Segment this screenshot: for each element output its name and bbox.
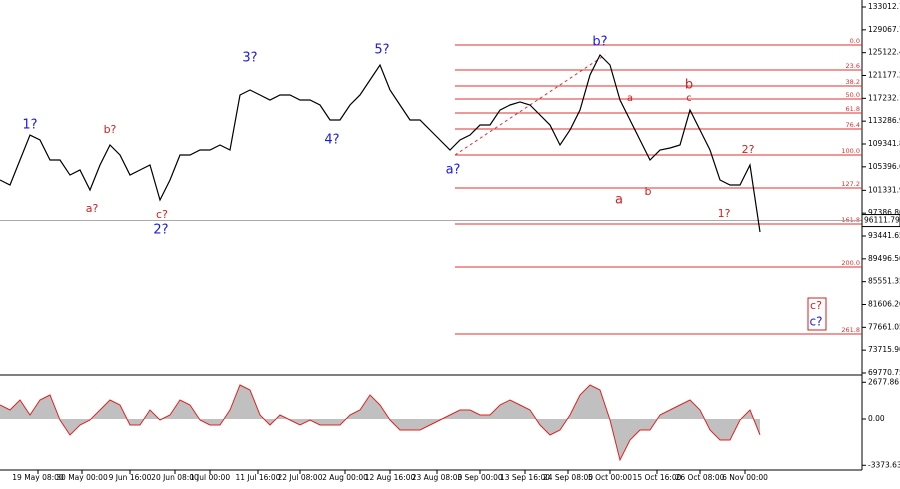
wave-label: c? [810,315,823,329]
y-tick-label: 121177.25 [868,70,900,79]
y2-tick-label: 0.00 [868,414,885,423]
wave-label: b? [592,35,607,50]
y-tick-label: 117232.10 [868,93,900,102]
wave-label: a? [86,202,99,215]
wave-label: 1? [22,118,37,133]
y-tick-label: 81606.20 [868,300,900,309]
x-tick-label: 22 Jul 08:00 [278,473,323,482]
x-tick-label: 9 Jun 16:00 [109,473,152,482]
wave-label: b? [104,123,117,136]
y2-tick-label: -3373.63 [868,460,900,469]
y-tick-label: 85551.35 [868,277,900,286]
y-tick-label: 73715.90 [868,345,900,354]
y-tick-label: 129067.75 [868,25,900,34]
x-tick-label: 26 Oct 08:00 [676,473,725,482]
x-tick-label: 24 Sep 08:00 [543,473,593,482]
y-tick-label: 93441.65 [868,231,900,240]
x-tick-label: 13 Sep 16:00 [500,473,550,482]
x-tick-label: 11 Jul 16:00 [236,473,281,482]
x-tick-label: 19 May 08:00 [12,473,64,482]
oscillator-line [0,384,761,462]
fib-label: 200.0 [841,259,860,267]
x-tick-label: 1 Jul 00:00 [190,473,230,482]
wave-label: 2? [742,143,755,156]
y-tick-label: 97386.80 [868,208,900,217]
fib-label: 100.0 [841,147,860,155]
x-tick-label: 6 Nov 00:00 [722,473,768,482]
fib-label: 261.8 [841,326,860,334]
y-tick-label: 125122.40 [868,48,900,57]
x-tick-label: 15 Oct 16:00 [633,473,682,482]
x-tick-label: 5 Oct 00:00 [588,473,632,482]
x-tick-label: 12 Aug 16:00 [365,473,416,482]
wave-label: 2? [153,223,168,238]
price-label: 96111.79 [864,216,900,225]
y2-tick-label: 2677.86 [868,377,899,386]
fib-label: 61.8 [846,105,860,113]
x-tick-label: 3 Sep 00:00 [457,473,503,482]
wave-label: 5? [374,43,389,58]
wave-label: b [645,185,652,198]
wave-label: a [615,193,623,208]
fib-label: 161.8 [841,216,860,224]
wave-label: c? [156,208,168,221]
fib-label: 76.4 [846,121,860,129]
y-tick-label: 133012.70 [868,2,900,11]
fib-label: 50.0 [846,91,860,99]
fib-label: 23.6 [846,62,860,70]
wave-label: c? [810,299,822,312]
fib-label: 38.2 [846,78,860,86]
y-tick-label: 101331.95 [868,185,900,194]
wave-label: b [685,78,693,93]
y-tick-label: 89496.50 [868,254,900,263]
wave-label: c [686,93,692,104]
price-box [861,214,900,228]
oscillator-area [0,384,760,461]
y-tick-label: 105396.65 [868,162,900,171]
label-box [807,297,827,331]
y-tick-label: 113286.95 [868,116,900,125]
wave-label: 3? [242,51,257,66]
wave-label: a [627,93,633,104]
y-tick-label: 69770.75 [868,368,900,377]
x-tick-label: 2 Aug 00:00 [322,473,368,482]
wave-label: 4? [324,133,339,148]
x-tick-label: 23 Aug 08:00 [412,473,463,482]
y-tick-label: 77661.05 [868,322,900,331]
fib-label: 0.0 [850,37,860,45]
fib-label: 127.2 [841,180,860,188]
y-tick-label: 109341.80 [868,139,900,148]
x-tick-label: 30 May 00:00 [56,473,108,482]
wave-label: a? [446,163,461,178]
price-line [0,53,761,233]
x-tick-label: 20 Jun 08:00 [151,473,199,482]
wave-label: 1? [718,207,731,220]
